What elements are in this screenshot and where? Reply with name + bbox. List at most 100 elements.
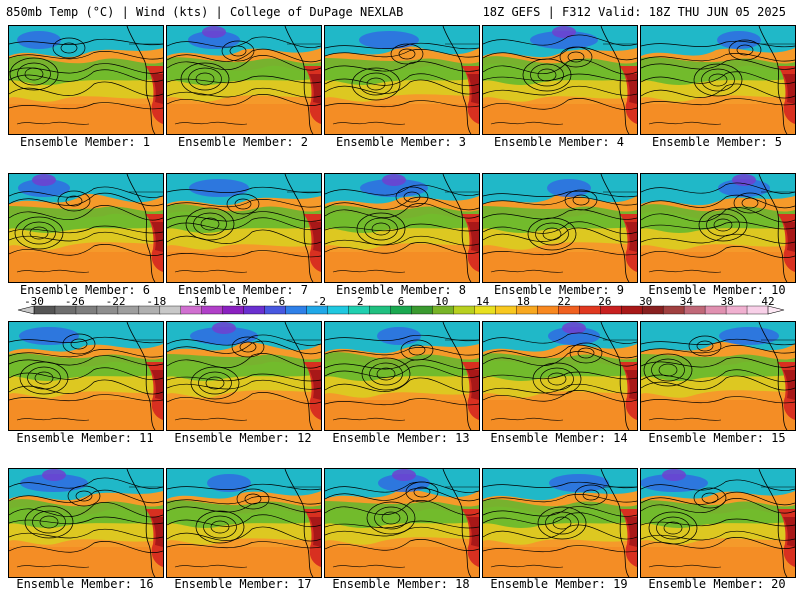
ensemble-member-map bbox=[324, 25, 480, 135]
ensemble-member-map bbox=[324, 321, 480, 431]
colorbar-swatch bbox=[495, 305, 517, 315]
colorbar-swatch bbox=[243, 305, 266, 315]
ensemble-member-map bbox=[482, 468, 638, 578]
member-caption: Ensemble Member: 17 bbox=[174, 577, 312, 591]
member-caption: Ensemble Member: 12 bbox=[174, 431, 312, 445]
colorbar-tick-label: 38 bbox=[721, 296, 734, 308]
member-map-graphic bbox=[167, 26, 321, 134]
ensemble-member-map bbox=[324, 173, 480, 283]
member-map-graphic bbox=[483, 174, 637, 282]
member-caption: Ensemble Member: 19 bbox=[490, 577, 628, 591]
member-caption: Ensemble Member: 4 bbox=[493, 135, 625, 149]
member-map-graphic bbox=[641, 322, 795, 430]
colorbar-min-arrow bbox=[17, 305, 35, 315]
colorbar-swatch bbox=[348, 305, 371, 315]
map-title: 850mb Temp (°C) | Wind (kts) | College o… bbox=[6, 5, 404, 19]
colorbar-tick-label: 26 bbox=[598, 296, 611, 308]
colorbar-swatch bbox=[180, 305, 203, 315]
ensemble-member-map bbox=[8, 321, 164, 431]
member-map-graphic bbox=[325, 469, 479, 577]
member-map-graphic bbox=[9, 26, 163, 134]
ensemble-member-map bbox=[166, 173, 322, 283]
ensemble-member-map bbox=[482, 25, 638, 135]
member-caption: Ensemble Member: 6 bbox=[19, 283, 151, 297]
colorbar-swatch bbox=[432, 305, 455, 315]
colorbar-swatch bbox=[411, 305, 434, 315]
colorbar-tick-label: -10 bbox=[228, 296, 248, 308]
member-map-graphic bbox=[9, 322, 163, 430]
colorbar-tick-label: -22 bbox=[106, 296, 126, 308]
member-caption: Ensemble Member: 16 bbox=[16, 577, 154, 591]
colorbar-tick-label: 22 bbox=[557, 296, 570, 308]
ensemble-member-map bbox=[166, 25, 322, 135]
member-map-graphic bbox=[9, 469, 163, 577]
ensemble-member-map bbox=[482, 173, 638, 283]
colorbar-swatch bbox=[579, 305, 601, 315]
colorbar-tick-label: 18 bbox=[517, 296, 530, 308]
ensemble-member-map bbox=[640, 321, 796, 431]
ensemble-member-map bbox=[482, 321, 638, 431]
member-caption: Ensemble Member: 18 bbox=[332, 577, 470, 591]
colorbar-tick-label: -14 bbox=[187, 296, 207, 308]
ensemble-member-map bbox=[324, 468, 480, 578]
ensemble-member-map bbox=[640, 173, 796, 283]
member-caption: Ensemble Member: 10 bbox=[648, 283, 786, 297]
member-caption: Ensemble Member: 9 bbox=[493, 283, 625, 297]
colorbar-swatch bbox=[96, 305, 119, 315]
colorbar-swatch bbox=[285, 305, 308, 315]
member-map-graphic bbox=[167, 322, 321, 430]
colorbar-swatch bbox=[369, 305, 392, 315]
model-run-info: 18Z GEFS | F312 Valid: 18Z THU JUN 05 20… bbox=[482, 5, 786, 19]
ensemble-member-map bbox=[166, 468, 322, 578]
colorbar-swatch bbox=[75, 305, 98, 315]
colorbar-swatch bbox=[159, 305, 182, 315]
ensemble-member-map bbox=[640, 468, 796, 578]
colorbar-swatch bbox=[474, 305, 496, 315]
colorbar-swatch bbox=[54, 305, 77, 315]
member-map-graphic bbox=[641, 26, 795, 134]
ensemble-member-map bbox=[8, 468, 164, 578]
colorbar-swatch bbox=[621, 305, 643, 315]
member-map-graphic bbox=[641, 174, 795, 282]
member-map-graphic bbox=[325, 26, 479, 134]
member-caption: Ensemble Member: 14 bbox=[490, 431, 628, 445]
colorbar-swatch bbox=[537, 305, 559, 315]
member-caption: Ensemble Member: 15 bbox=[648, 431, 786, 445]
ensemble-member-map bbox=[8, 25, 164, 135]
colorbar-swatch bbox=[327, 305, 350, 315]
colorbar-swatch bbox=[138, 305, 161, 315]
colorbar-swatch bbox=[641, 305, 664, 315]
colorbar-tick-label: -30 bbox=[24, 296, 44, 308]
colorbar-swatch bbox=[558, 305, 580, 315]
colorbar-tick-label: 14 bbox=[476, 296, 490, 308]
colorbar-tick-label: -26 bbox=[65, 296, 85, 308]
ensemble-member-map bbox=[640, 25, 796, 135]
member-map-graphic bbox=[483, 469, 637, 577]
colorbar-tick-label: 30 bbox=[639, 296, 652, 308]
member-caption: Ensemble Member: 20 bbox=[648, 577, 786, 591]
colorbar-swatch bbox=[704, 305, 727, 315]
member-caption: Ensemble Member: 1 bbox=[19, 135, 151, 149]
colorbar-swatch bbox=[390, 305, 413, 315]
colorbar-max-arrow bbox=[767, 305, 785, 315]
colorbar-tick-label: 42 bbox=[761, 296, 774, 308]
colorbar-tick-label: 2 bbox=[357, 296, 364, 308]
colorbar-swatch bbox=[117, 305, 140, 315]
colorbar-tick-label: -18 bbox=[146, 296, 166, 308]
member-caption: Ensemble Member: 8 bbox=[335, 283, 467, 297]
member-caption: Ensemble Member: 5 bbox=[651, 135, 783, 149]
colorbar-swatch bbox=[725, 305, 748, 315]
member-map-graphic bbox=[325, 174, 479, 282]
member-caption: Ensemble Member: 7 bbox=[177, 283, 309, 297]
member-map-graphic bbox=[167, 174, 321, 282]
colorbar-swatch bbox=[683, 305, 706, 315]
colorbar-swatch bbox=[600, 305, 622, 315]
member-map-graphic bbox=[483, 322, 637, 430]
member-caption: Ensemble Member: 11 bbox=[16, 431, 154, 445]
colorbar-swatch bbox=[453, 305, 475, 315]
colorbar-swatch bbox=[33, 305, 56, 315]
member-caption: Ensemble Member: 13 bbox=[332, 431, 470, 445]
member-map-graphic bbox=[641, 469, 795, 577]
colorbar-tick-label: -6 bbox=[272, 296, 285, 308]
colorbar-swatch bbox=[306, 305, 329, 315]
